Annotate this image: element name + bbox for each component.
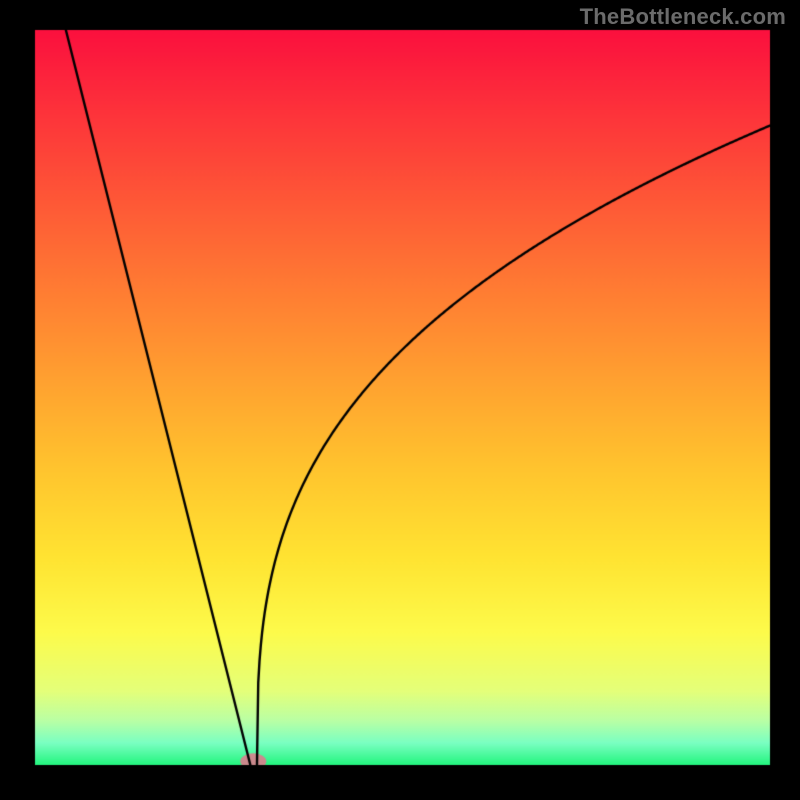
watermark-text: TheBottleneck.com [580,4,786,30]
bottleneck-chart-canvas [0,0,800,800]
